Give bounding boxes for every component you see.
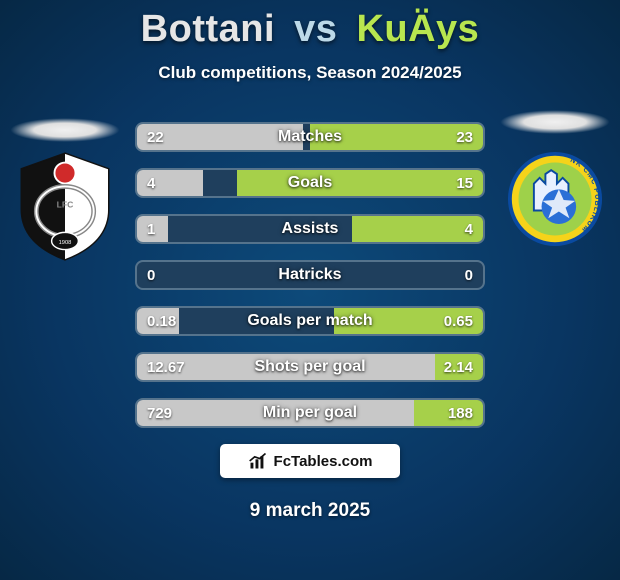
nk-publikum-crest-icon: NK CMC PUBLIKUM [507, 144, 603, 254]
stat-row: Goals415 [135, 168, 485, 198]
bar-right [352, 216, 483, 242]
fc-lugano-crest-icon: LFC 1908 [17, 152, 113, 262]
brand-bar[interactable]: FcTables.com [220, 444, 400, 478]
bar-left [137, 216, 168, 242]
stat-row: Goals per match0.180.65 [135, 306, 485, 336]
stat-row: Matches2223 [135, 122, 485, 152]
svg-text:1908: 1908 [59, 240, 72, 246]
stat-row: Hatricks0 0 [135, 260, 485, 290]
brand-label: FcTables.com [274, 453, 373, 470]
subtitle: Club competitions, Season 2024/2025 [0, 63, 620, 83]
stat-row: Assists14 [135, 214, 485, 244]
badge-shadow [10, 118, 120, 142]
bar-right [414, 400, 483, 426]
player1-badge-wrap: LFC 1908 [10, 118, 120, 262]
badge-shadow [500, 110, 610, 134]
bar-left [137, 170, 203, 196]
bar-left [137, 400, 414, 426]
stat-label: Hatricks [137, 262, 483, 288]
bar-right [334, 308, 483, 334]
bar-left [137, 308, 179, 334]
stat-row: Min per goal729188 [135, 398, 485, 428]
bar-right [435, 354, 483, 380]
player2-name: KuÄys [356, 8, 479, 50]
player2-badge-wrap: NK CMC PUBLIKUM [500, 110, 610, 254]
bar-left [137, 124, 303, 150]
bar-left [137, 354, 435, 380]
bar-right [310, 124, 483, 150]
player2-crest: NK CMC PUBLIKUM [507, 144, 603, 254]
bar-right [237, 170, 483, 196]
svg-text:LFC: LFC [57, 199, 74, 209]
stat-row: Shots per goal12.672.14 [135, 352, 485, 382]
chart-icon [248, 451, 268, 471]
player1-name: Bottani [141, 8, 275, 50]
date-label: 9 march 2025 [0, 500, 620, 522]
infographic-root: Bottani vs KuÄys Club competitions, Seas… [0, 0, 620, 580]
stat-value-right: 0 [455, 262, 483, 288]
page-title: Bottani vs KuÄys [0, 0, 620, 51]
vs-separator: vs [294, 8, 337, 50]
stat-value-left: 0 [137, 262, 165, 288]
player1-crest: LFC 1908 [17, 152, 113, 262]
stats-panel: Matches2223 Goals415 Assists14 Hatricks0 0 Go… [135, 122, 485, 444]
